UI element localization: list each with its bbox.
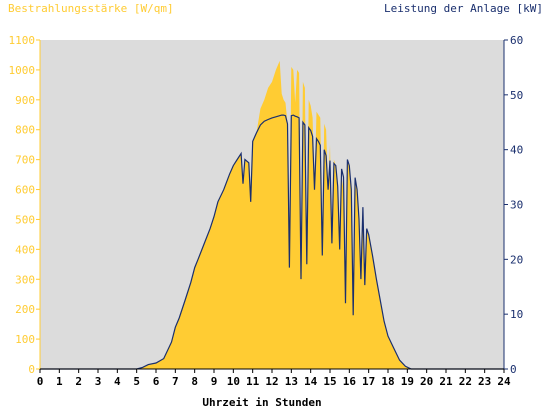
x-tick-label: 21 xyxy=(439,375,453,388)
left-tick-label: 500 xyxy=(15,213,35,226)
x-tick-label: 19 xyxy=(401,375,414,388)
x-tick-label: 20 xyxy=(420,375,433,388)
left-axis-title: Bestrahlungsstärke [W/qm] xyxy=(8,2,174,15)
x-tick-label: 3 xyxy=(95,375,102,388)
x-tick-label: 10 xyxy=(227,375,240,388)
x-axis-title: Uhrzeit in Stunden xyxy=(202,396,321,408)
x-tick-label: 17 xyxy=(362,375,375,388)
x-tick-label: 6 xyxy=(153,375,160,388)
left-tick-label: 400 xyxy=(15,243,35,256)
left-tick-label: 300 xyxy=(15,273,35,286)
left-tick-label: 1000 xyxy=(9,64,36,77)
left-tick-label: 900 xyxy=(15,94,35,107)
left-tick-label: 600 xyxy=(15,184,35,197)
left-tick-label: 700 xyxy=(15,154,35,167)
x-tick-label: 12 xyxy=(265,375,278,388)
left-tick-label: 1100 xyxy=(9,34,36,47)
x-tick-label: 15 xyxy=(323,375,336,388)
x-tick-label: 4 xyxy=(114,375,121,388)
x-tick-label: 9 xyxy=(211,375,218,388)
right-tick-label: 10 xyxy=(510,308,523,321)
right-tick-label: 50 xyxy=(510,89,523,102)
x-tick-label: 14 xyxy=(304,375,318,388)
x-tick-label: 13 xyxy=(285,375,298,388)
x-tick-label: 16 xyxy=(343,375,357,388)
x-tick-label: 24 xyxy=(497,375,511,388)
left-tick-label: 0 xyxy=(28,363,35,376)
left-tick-label: 100 xyxy=(15,333,35,346)
x-tick-label: 8 xyxy=(191,375,198,388)
irradiance-area xyxy=(40,60,504,370)
right-tick-label: 0 xyxy=(510,363,517,376)
right-tick-label: 30 xyxy=(510,199,523,212)
right-tick-label: 40 xyxy=(510,144,523,157)
x-tick-label: 23 xyxy=(478,375,491,388)
x-tick-label: 2 xyxy=(75,375,82,388)
x-tick-label: 11 xyxy=(246,375,260,388)
left-tick-label: 200 xyxy=(15,303,35,316)
x-tick-label: 5 xyxy=(133,375,140,388)
left-tick-label: 800 xyxy=(15,124,35,137)
x-tick-label: 0 xyxy=(37,375,44,388)
right-tick-label: 20 xyxy=(510,253,523,266)
x-tick-label: 22 xyxy=(459,375,472,388)
x-tick-label: 18 xyxy=(381,375,394,388)
right-tick-label: 60 xyxy=(510,34,523,47)
x-tick-label: 1 xyxy=(56,375,63,388)
power-line xyxy=(40,114,504,370)
right-axis-title: Leistung der Anlage [kW] xyxy=(384,2,543,15)
x-tick-label: 7 xyxy=(172,375,179,388)
